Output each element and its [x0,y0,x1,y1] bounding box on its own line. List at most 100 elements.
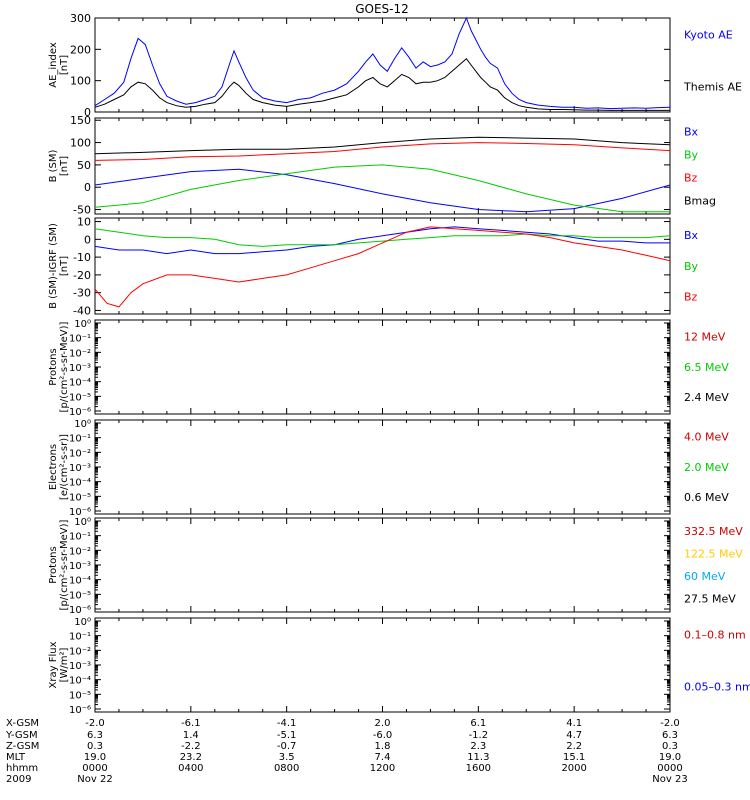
y-label-units: [e/(cm²-s-sr)] [59,434,70,500]
x-table-cell: 19.0 [84,752,106,763]
y-tick-label: 10⁰ [74,517,91,528]
y-tick-label: 10⁰ [74,419,91,430]
series-line-bz [94,226,671,308]
y-tick-label: 10⁻² [69,646,91,657]
x-table-cell: 23.2 [180,752,202,763]
y-tick-label: 10⁻⁶ [69,705,91,716]
x-table-cell: -4.1 [277,718,297,729]
legend-0-05-0-3-nm: 0.05–0.3 nm [684,680,750,693]
y-tick-label: 10⁰ [74,617,91,628]
x-table-cell: 7.4 [375,752,391,763]
y-tick-label: 10⁻⁵ [69,690,91,701]
x-axis-table: X-GSMY-GSMZ-GSMMLThhmm2009-2.06.30.319.0… [5,718,688,785]
legend-bmag: Bmag [684,194,716,207]
y-tick-label: 10⁻² [69,546,91,557]
panel-7: Xray Flux [W/m²] 10⁰ 10⁻¹ 10⁻² 10⁻³ 10⁻⁴ 10⁻⁵ 10… [48,617,750,716]
y-label-units: [nT] [59,55,70,75]
x-row-label: Z-GSM [6,741,39,752]
x-table-cell: 0000 [657,763,682,774]
y-tick-label: 100 [70,137,91,150]
y-tick-label: 10⁻¹ [69,532,91,543]
panel-2: B (SM) [nT] -50 0 50 100 150 Bx By Bz Bmag [48,114,716,216]
y-tick-label: 50 [77,159,91,172]
y-label-units: [W/m²] [59,647,70,682]
y-tick-label: 10⁻⁵ [69,492,91,503]
x-row-label: 2009 [6,774,31,785]
y-tick-label: 10⁻³ [69,463,91,474]
legend-themis-ae: Themis AE [683,80,742,93]
x-table-cell: 2.0 [375,718,391,729]
legend-by: By [684,148,699,161]
x-table-cell: 2000 [561,763,586,774]
legend-4-0-mev: 4.0 MeV [684,431,729,444]
x-table-cell: 0.3 [662,741,678,752]
y-tick-label: 200 [70,43,91,56]
series-line-kyoto-ae [94,16,671,110]
y-tick-label: -10 [73,251,91,264]
x-table-cell: -6.1 [181,718,201,729]
legend-bx: Bx [684,229,699,242]
series-line-themis-ae [94,57,670,111]
legend-bz: Bz [684,291,698,304]
y-label-units: [p/(cm²-s-sr-MeV)] [59,321,70,412]
legend-27-5-mev: 27.5 MeV [684,593,736,606]
y-tick-label: 10⁻⁵ [69,392,91,403]
series-line-by [94,228,671,247]
x-row-label: X-GSM [6,718,39,729]
series-line-bz [94,142,671,161]
x-table-cell: -2.0 [85,718,105,729]
x-table-cell: -0.7 [277,741,297,752]
panel-frame [94,517,671,613]
y-label-units: [nT] [59,256,70,276]
legend-2-0-mev: 2.0 MeV [684,461,729,474]
x-table-cell: 19.0 [659,752,681,763]
legend-0-6-mev: 0.6 MeV [684,491,729,504]
legend-2-4-mev: 2.4 MeV [684,391,729,404]
x-table-cell: -2.0 [660,718,680,729]
series-line-bx [94,226,670,255]
x-row-label: Y-GSM [5,730,38,741]
y-tick-label: 0 [84,106,91,119]
y-tick-label: 10⁻² [69,448,91,459]
x-row-label: hhmm [6,763,38,774]
x-table-cell: Nov 23 [652,774,687,785]
y-tick-label: 10⁻¹ [69,334,91,345]
x-table-cell: 1.8 [375,741,391,752]
y-tick-label: 10⁻³ [69,363,91,374]
x-table-cell: -5.1 [277,730,297,741]
x-table-cell: 6.3 [662,730,678,741]
y-tick-label: 10⁰ [74,319,91,330]
y-tick-label: 10⁻² [69,348,91,359]
x-table-cell: 0800 [274,763,299,774]
y-tick-label: 10⁻⁴ [69,478,91,489]
series-line-bx [94,168,671,213]
x-table-cell: 1.4 [183,730,199,741]
y-label: Protons [48,348,59,385]
panel-5: Electrons [e/(cm²-s-sr)] 10⁰ 10⁻¹ 10⁻² 10⁻³ 10… [48,419,729,518]
legend-kyoto-ae: Kyoto AE [684,29,733,42]
y-tick-label: -30 [73,287,91,300]
y-tick-label: 10⁻⁴ [69,576,91,587]
x-table-cell: -2.2 [181,741,201,752]
y-tick-label: 10⁻³ [69,561,91,572]
y-tick-label: 10⁻⁶ [69,507,91,518]
y-label: B (SM) [48,149,59,182]
legend-0-1-0-8-nm: 0.1–0.8 nm [684,629,746,642]
legend-bx: Bx [684,125,699,138]
legend-by: By [684,260,699,273]
y-tick-label: 10⁻⁴ [69,378,91,389]
y-tick-label: 100 [70,75,91,88]
y-tick-label: -20 [73,269,91,282]
panel-frame [94,319,671,415]
x-table-cell: -6.0 [373,730,393,741]
x-table-cell: 4.1 [566,718,582,729]
y-label: B (SM)-IGRF (SM) [48,223,59,309]
y-label-units: [nT] [59,156,70,176]
x-table-cell: Nov 22 [77,774,112,785]
legend-332-5-mev: 332.5 MeV [684,525,743,538]
legend-bz: Bz [684,171,698,184]
y-tick-label: 150 [70,114,91,127]
series-line-bmag [94,136,671,155]
